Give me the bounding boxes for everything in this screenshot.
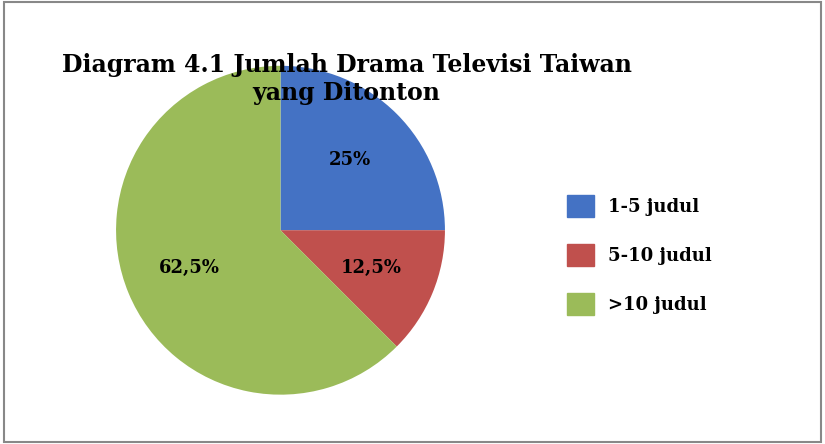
Wedge shape — [116, 66, 397, 395]
Wedge shape — [280, 230, 445, 346]
Text: 62,5%: 62,5% — [159, 259, 219, 277]
Wedge shape — [280, 66, 445, 230]
Legend: 1-5 judul, 5-10 judul, >10 judul: 1-5 judul, 5-10 judul, >10 judul — [559, 188, 719, 323]
Text: 25%: 25% — [329, 151, 371, 170]
Text: 12,5%: 12,5% — [342, 259, 402, 277]
Text: Diagram 4.1 Jumlah Drama Televisi Taiwan
yang Ditonton: Diagram 4.1 Jumlah Drama Televisi Taiwan… — [62, 53, 631, 105]
